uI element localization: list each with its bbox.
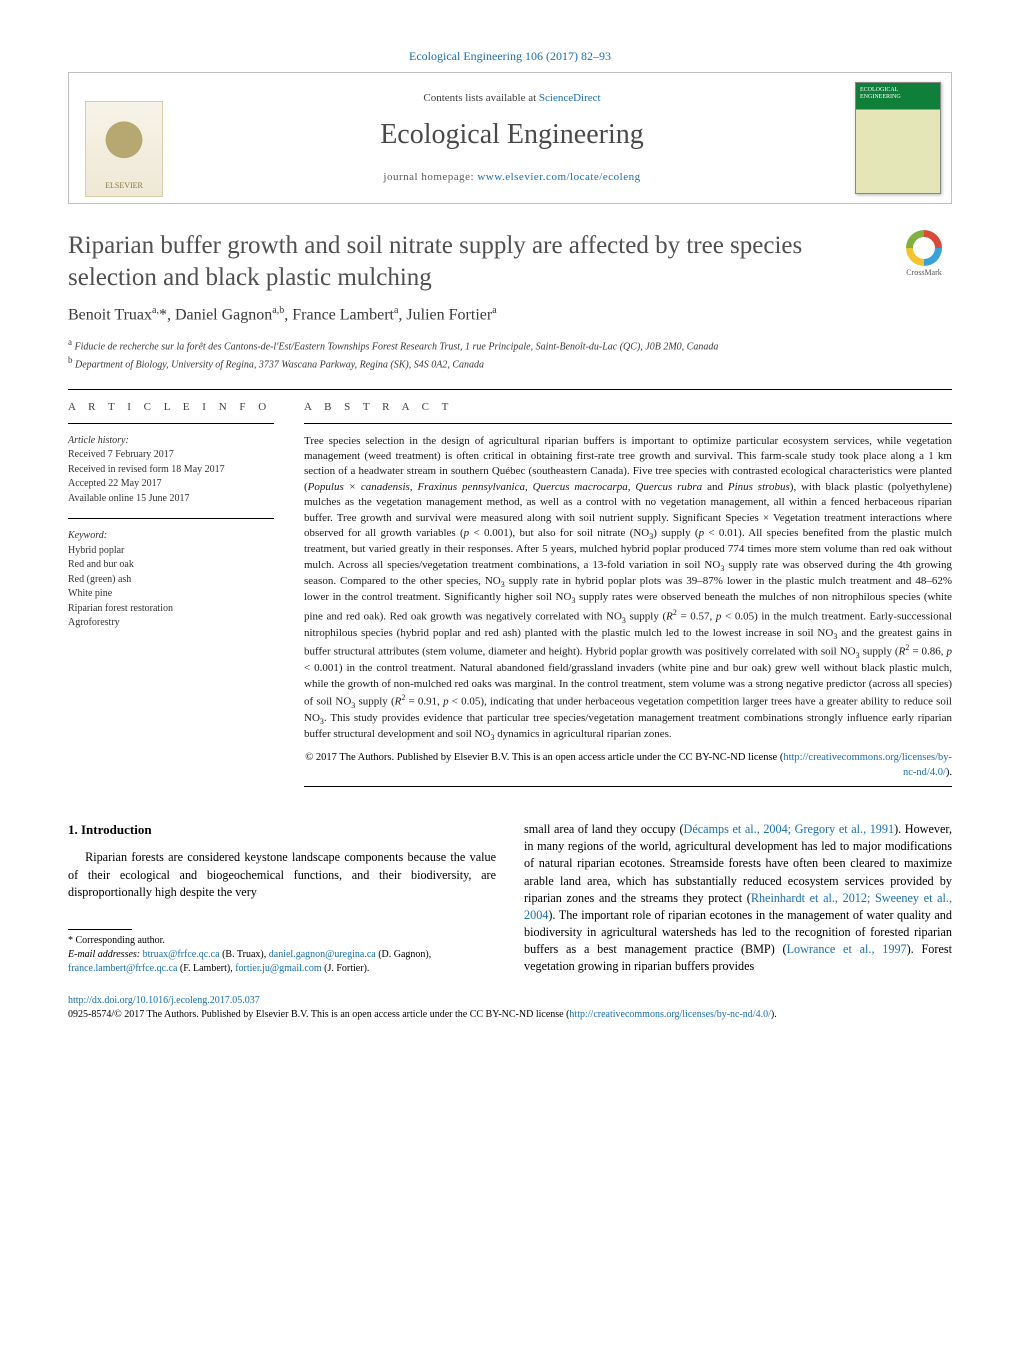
- abstract-column: a b s t r a c t Tree species selection i…: [304, 400, 952, 798]
- sciencedirect-link[interactable]: ScienceDirect: [539, 92, 601, 104]
- doi-link[interactable]: http://dx.doi.org/10.1016/j.ecoleng.2017…: [68, 995, 260, 1006]
- intro-paragraph-part1: Riparian forests are considered keystone…: [68, 849, 496, 900]
- divider: [304, 786, 952, 787]
- keyword-item: Hybrid poplar: [68, 544, 274, 559]
- intro-paragraph-part2: small area of land they occupy (Décamps …: [524, 821, 952, 975]
- doi-footer: http://dx.doi.org/10.1016/j.ecoleng.2017…: [68, 994, 952, 1022]
- affiliations: a Fiducie de recherche sur la forêt des …: [68, 336, 952, 373]
- author-email-link[interactable]: btruax@frfce.qc.ca: [143, 949, 220, 960]
- elsevier-logo-icon: ELSEVIER: [85, 101, 163, 197]
- divider: [68, 518, 274, 519]
- issn-suffix: ).: [771, 1009, 777, 1020]
- abstract-text: Tree species selection in the design of …: [304, 434, 952, 744]
- journal-homepage-link[interactable]: www.elsevier.com/locate/ecoleng: [477, 171, 640, 183]
- copyright-suffix: ).: [946, 767, 952, 778]
- keyword-item: White pine: [68, 587, 274, 602]
- article-info-column: a r t i c l e i n f o Article history: R…: [68, 400, 274, 798]
- journal-homepage-line: journal homepage: www.elsevier.com/locat…: [383, 170, 640, 185]
- journal-cover-cell: [845, 73, 951, 203]
- divider: [68, 423, 274, 424]
- section-heading-intro: 1. Introduction: [68, 821, 496, 839]
- journal-header-box: ELSEVIER Contents lists available at Sci…: [68, 72, 952, 204]
- abstract-heading: a b s t r a c t: [304, 400, 952, 415]
- keyword-item: Riparian forest restoration: [68, 602, 274, 617]
- citation-link[interactable]: Lowrance et al., 1997: [787, 942, 907, 956]
- elsevier-tree-icon: [98, 117, 150, 177]
- history-line: Available online 15 June 2017: [68, 492, 274, 507]
- author-list: Benoit Truaxa,*, Daniel Gagnona,b, Franc…: [68, 304, 952, 326]
- author-email-link[interactable]: daniel.gagnon@uregina.ca: [269, 949, 376, 960]
- author-email-link[interactable]: france.lambert@frfce.qc.ca: [68, 963, 177, 974]
- page-root: Ecological Engineering 106 (2017) 82–93 …: [0, 0, 1020, 1062]
- body-two-columns: 1. Introduction Riparian forests are con…: [68, 821, 952, 975]
- info-abstract-row: a r t i c l e i n f o Article history: R…: [68, 400, 952, 798]
- crossmark-label: CrossMark: [896, 268, 952, 279]
- crossmark-icon: [906, 230, 942, 266]
- keywords-block: Keyword: Hybrid poplarRed and bur oakRed…: [68, 529, 274, 631]
- header-center: Contents lists available at ScienceDirec…: [179, 73, 845, 203]
- keyword-label: Keyword:: [68, 529, 274, 544]
- body-column-left: 1. Introduction Riparian forests are con…: [68, 821, 496, 975]
- license-link[interactable]: http://creativecommons.org/licenses/by-n…: [783, 752, 952, 778]
- journal-title: Ecological Engineering: [380, 116, 644, 154]
- keyword-item: Red and bur oak: [68, 558, 274, 573]
- history-line: Received in revised form 18 May 2017: [68, 463, 274, 478]
- publisher-logo-cell: ELSEVIER: [69, 73, 179, 203]
- author-email-link[interactable]: fortier.ju@gmail.com: [235, 963, 321, 974]
- article-title: Riparian buffer growth and soil nitrate …: [68, 230, 884, 294]
- email-addresses: E-mail addresses: btruax@frfce.qc.ca (B.…: [68, 948, 496, 976]
- body-column-right: small area of land they occupy (Décamps …: [524, 821, 952, 975]
- article-history-block: Article history: Received 7 February 201…: [68, 434, 274, 507]
- journal-reference: Ecological Engineering 106 (2017) 82–93: [68, 48, 952, 64]
- journal-cover-thumbnail-icon: [855, 82, 941, 194]
- corresponding-author-note: * Corresponding author.: [68, 934, 496, 948]
- article-info-heading: a r t i c l e i n f o: [68, 400, 274, 415]
- issn-copyright-line: 0925-8574/© 2017 The Authors. Published …: [68, 1008, 952, 1022]
- citation-link[interactable]: Décamps et al., 2004; Gregory et al., 19…: [684, 822, 895, 836]
- footer-license-link[interactable]: http://creativecommons.org/licenses/by-n…: [569, 1009, 770, 1020]
- footnotes: * Corresponding author. E-mail addresses…: [68, 934, 496, 976]
- issn-text: 0925-8574/© 2017 The Authors. Published …: [68, 1009, 569, 1020]
- publisher-name: ELSEVIER: [105, 181, 143, 192]
- history-line: Received 7 February 2017: [68, 448, 274, 463]
- history-line: Accepted 22 May 2017: [68, 477, 274, 492]
- copyright-text: © 2017 The Authors. Published by Elsevie…: [305, 752, 783, 763]
- contents-prefix: Contents lists available at: [423, 92, 538, 104]
- keyword-item: Red (green) ash: [68, 573, 274, 588]
- divider: [304, 423, 952, 424]
- citation-link[interactable]: Rheinhardt et al., 2012; Sweeney et al.,…: [524, 891, 952, 922]
- homepage-prefix: journal homepage:: [383, 171, 477, 183]
- divider: [68, 389, 952, 390]
- keyword-item: Agroforestry: [68, 616, 274, 631]
- title-row: Riparian buffer growth and soil nitrate …: [68, 230, 952, 294]
- article-history-label: Article history:: [68, 434, 274, 449]
- contents-available-line: Contents lists available at ScienceDirec…: [423, 91, 600, 106]
- footnote-divider: [68, 929, 132, 930]
- crossmark-badge[interactable]: CrossMark: [896, 230, 952, 279]
- abstract-copyright: © 2017 The Authors. Published by Elsevie…: [304, 750, 952, 780]
